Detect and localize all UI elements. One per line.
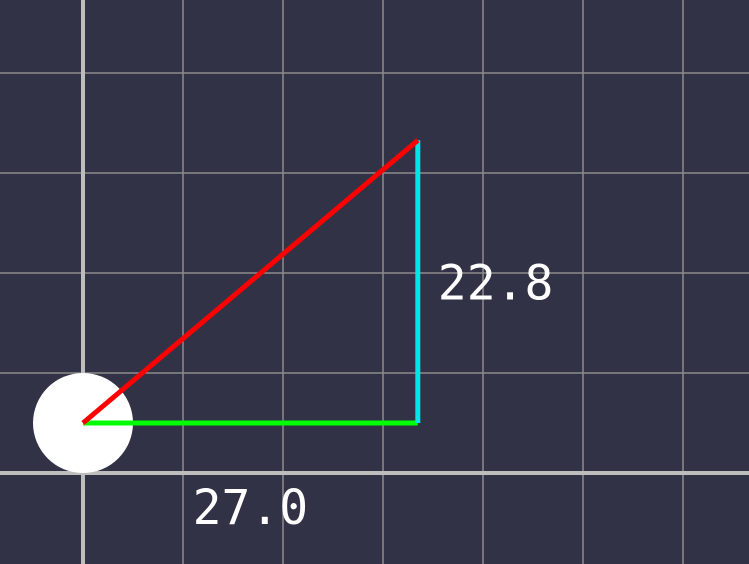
vertical-component-label: 22.8 bbox=[438, 256, 554, 312]
horizontal-component-label: 27.0 bbox=[193, 480, 309, 536]
resultant-vector-line bbox=[81, 138, 420, 425]
